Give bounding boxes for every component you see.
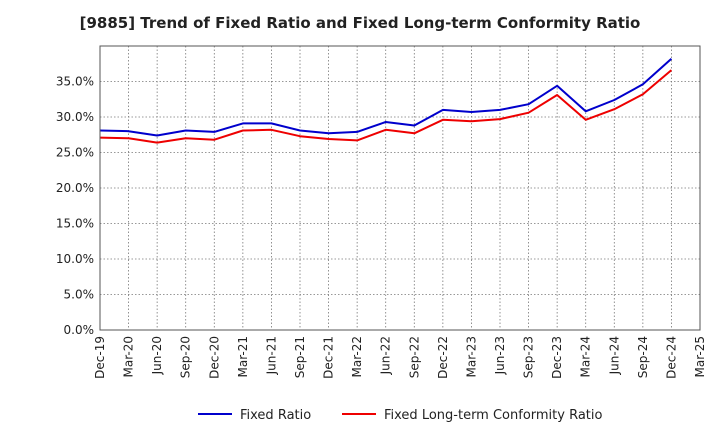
plot-frame	[99, 45, 701, 331]
x-axis-ticks: Dec-19 Mar-20 Jun-20 Sep-20 Dec-20 Mar-21 Jun-…	[93, 336, 707, 379]
x-tick-label: Sep-23	[522, 336, 536, 378]
x-tick-label: Mar-25	[693, 336, 707, 377]
x-tick-label: Sep-24	[636, 336, 650, 378]
x-tick-label: Mar-24	[579, 336, 593, 377]
x-tick-label: Mar-21	[236, 336, 250, 377]
y-tick-label: 10.0%	[56, 252, 94, 266]
legend-label: Fixed Long-term Conformity Ratio	[384, 408, 603, 423]
y-tick-label: 35.0%	[56, 75, 94, 89]
x-tick-label: Jun-22	[379, 336, 393, 375]
x-tick-label: Mar-20	[122, 336, 136, 377]
y-tick-label: 20.0%	[56, 181, 94, 195]
y-tick-label: 5.0%	[64, 288, 95, 302]
series-line-fixed-ratio	[99, 58, 673, 137]
x-tick-label: Jun-20	[150, 336, 164, 375]
x-tick-label: Sep-20	[179, 336, 193, 378]
x-tick-label: Sep-22	[407, 336, 421, 378]
y-tick-label: 15.0%	[56, 217, 94, 231]
x-tick-label: Sep-21	[293, 336, 307, 378]
x-tick-label: Jun-21	[264, 336, 278, 375]
legend: Fixed Ratio Fixed Long-term Conformity Ra…	[198, 408, 603, 423]
y-tick-label: 25.0%	[56, 146, 94, 160]
y-axis-ticks: 0.0% 5.0% 10.0% 15.0% 20.0% 25.0% 30.0% 35.0%	[56, 75, 94, 338]
chart-title: [9885] Trend of Fixed Ratio and Fixed Lo…	[79, 14, 641, 32]
legend-label: Fixed Ratio	[240, 408, 311, 423]
x-tick-label: Mar-23	[464, 336, 478, 377]
x-tick-label: Dec-24	[664, 336, 678, 379]
series-lines	[99, 58, 673, 144]
x-tick-label: Dec-21	[322, 336, 336, 379]
x-tick-label: Dec-19	[93, 336, 107, 379]
series-line-fixed-long-term-conformity-ratio	[99, 69, 673, 144]
x-tick-label: Dec-22	[436, 336, 450, 379]
x-tick-label: Dec-20	[207, 336, 221, 379]
x-tick-label: Mar-22	[350, 336, 364, 377]
gridlines	[99, 46, 701, 331]
y-tick-label: 0.0%	[64, 323, 95, 337]
x-tick-label: Dec-23	[550, 336, 564, 379]
x-tick-label: Jun-24	[607, 336, 621, 375]
x-tick-label: Jun-23	[493, 336, 507, 375]
y-tick-label: 30.0%	[56, 110, 94, 124]
